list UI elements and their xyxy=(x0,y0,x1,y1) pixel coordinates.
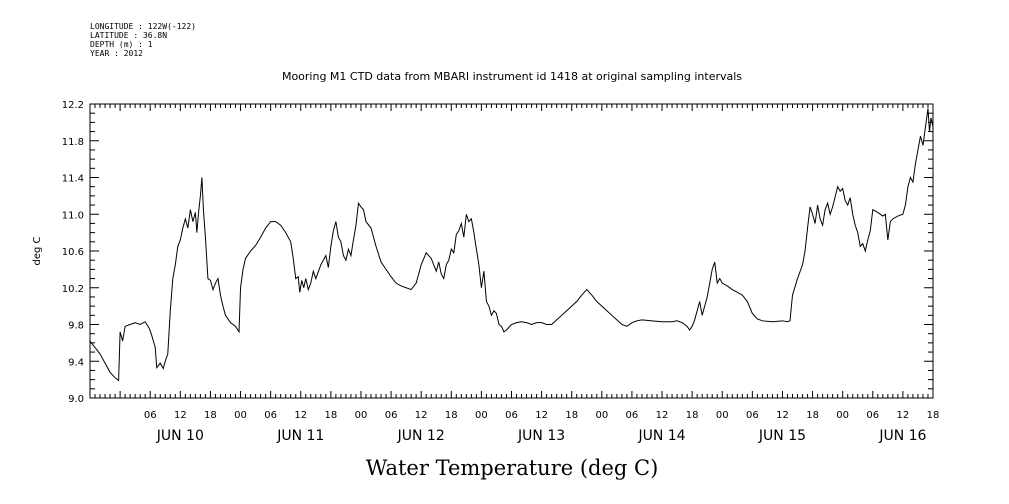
y-tick-label: 11.0 xyxy=(62,210,84,221)
x-tick-label: 18 xyxy=(686,410,699,421)
x-day-label: JUN 10 xyxy=(156,428,204,444)
x-day-label: JUN 11 xyxy=(276,428,324,444)
y-tick-label: 9.0 xyxy=(68,394,84,405)
x-tick-label: 06 xyxy=(626,410,639,421)
x-tick-label: 00 xyxy=(234,410,247,421)
x-tick-label: 12 xyxy=(656,410,669,421)
axis-labels: 9.0 9.4 9.8 10.2 10.6 11.0 11.4 11.8 12.2 06 12 18 0… xyxy=(62,100,940,444)
x-tick-label: 06 xyxy=(746,410,759,421)
axis-ticks xyxy=(89,103,934,399)
latitude-text: LATITUDE : 36.8N xyxy=(90,31,168,40)
x-axis-label: Water Temperature (deg C) xyxy=(366,456,659,480)
metadata-block: LONGITUDE : 122W(-122) LATITUDE : 36.8N … xyxy=(90,22,196,58)
x-tick-label: 18 xyxy=(806,410,819,421)
x-tick-label: 06 xyxy=(385,410,398,421)
x-tick-label: 12 xyxy=(415,410,428,421)
y-tick-label: 9.4 xyxy=(68,357,84,368)
x-tick-label: 00 xyxy=(595,410,608,421)
x-day-label: JUN 13 xyxy=(517,428,565,444)
depth-text: DEPTH (m) : 1 xyxy=(90,40,153,49)
temperature-series-line xyxy=(89,108,934,382)
y-tick-label: 9.8 xyxy=(68,321,84,332)
x-day-label: JUN 14 xyxy=(637,428,685,444)
x-day-label: JUN 15 xyxy=(758,428,806,444)
x-tick-label: 18 xyxy=(565,410,578,421)
x-tick-label: 06 xyxy=(144,410,157,421)
x-tick-label: 12 xyxy=(776,410,789,421)
x-tick-label: 00 xyxy=(475,410,488,421)
x-tick-label: 12 xyxy=(535,410,548,421)
x-tick-label: 12 xyxy=(897,410,910,421)
year-text: YEAR : 2012 xyxy=(90,49,143,58)
x-tick-label: 00 xyxy=(355,410,368,421)
x-tick-label: 06 xyxy=(866,410,879,421)
x-tick-label: 12 xyxy=(294,410,307,421)
x-day-label: JUN 16 xyxy=(878,428,926,444)
x-tick-label: 06 xyxy=(505,410,518,421)
x-day-label: JUN 12 xyxy=(397,428,445,444)
y-tick-label: 10.6 xyxy=(62,247,84,258)
x-tick-label: 18 xyxy=(324,410,337,421)
chart-title: Mooring M1 CTD data from MBARI instrumen… xyxy=(282,70,742,83)
y-tick-label: 10.2 xyxy=(62,284,84,295)
y-axis-label: deg C xyxy=(32,236,43,265)
x-tick-label: 00 xyxy=(716,410,729,421)
x-tick-label: 06 xyxy=(264,410,277,421)
x-tick-label: 12 xyxy=(174,410,187,421)
x-tick-label: 18 xyxy=(927,410,940,421)
y-tick-label: 11.8 xyxy=(62,137,84,148)
x-tick-label: 00 xyxy=(836,410,849,421)
x-tick-label: 18 xyxy=(204,410,217,421)
x-tick-label: 18 xyxy=(445,410,458,421)
plot-frame xyxy=(89,103,934,399)
y-tick-label: 11.4 xyxy=(62,174,84,185)
longitude-text: LONGITUDE : 122W(-122) xyxy=(90,22,196,31)
y-tick-label: 12.2 xyxy=(62,100,84,111)
